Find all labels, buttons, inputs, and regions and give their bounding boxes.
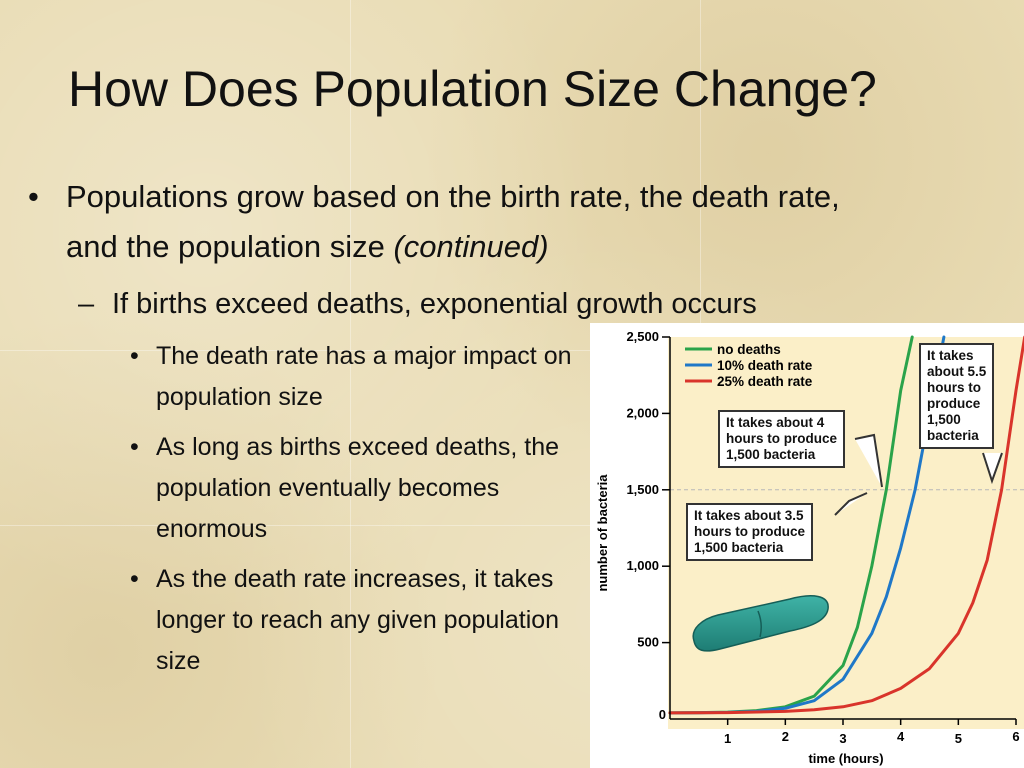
slide-title: How Does Population Size Change? [68,61,877,117]
y-tick-label: 500 [637,635,659,650]
series-lines [668,335,1024,715]
annotation-no-deaths: It takes about 4 hours to produce 1,500 … [718,410,845,468]
sub-sub-bullet-1: The death rate has a major impact on pop… [130,336,586,418]
bullet-main: Populations grow based on the birth rate… [28,172,886,272]
bacterium-illustration [692,595,829,652]
x-tick-label: 4 [897,729,905,744]
y-tick-label: 1,000 [626,558,659,573]
chart-panel: 0 500 1,000 1,500 2,000 2,500 1 2 3 4 5 6 no deaths… [590,323,1024,768]
x-tick-label: 5 [955,731,962,746]
x-tick-label: 6 [1012,729,1019,744]
x-tick-label: 3 [839,731,846,746]
bacterium-division-line [757,610,763,638]
x-axis-label: time (hours) [808,751,883,766]
series-line-3 [668,335,1024,715]
annotation-pointers [834,433,1003,516]
legend-label: no deaths [717,342,781,357]
axes: 0 500 1,000 1,500 2,000 2,500 1 2 3 4 5 6 [626,329,1019,746]
annotation-10-percent: It takes about 3.5 hours to produce 1,50… [686,503,813,561]
y-tick-label: 0 [659,707,666,722]
sub-sub-bullet-2: As long as births exceed deaths, the pop… [130,427,586,550]
legend-label: 25% death rate [717,374,813,389]
bullet-main-italic: (continued) [393,229,549,264]
x-tick-label: 1 [724,731,731,746]
y-tick-label: 2,000 [626,405,659,420]
x-tick-label: 2 [782,729,789,744]
annotation-pointer [834,492,868,516]
bullet-main-text: Populations grow based on the birth rate… [66,179,840,264]
annotation-pointer [982,452,1003,485]
sub-bullet-exponential: If births exceed deaths, exponential gro… [78,283,942,325]
y-tick-label: 2,500 [626,329,659,344]
annotation-25-percent: It takes about 5.5 hours to produce 1,50… [919,343,995,449]
legend-label: 10% death rate [717,358,813,373]
sub-sub-bullet-3: As the death rate increases, it takes lo… [130,559,586,682]
y-axis-label: number of bacteria [595,474,610,592]
annotation-pointer [854,433,883,488]
y-tick-label: 1,500 [626,482,659,497]
